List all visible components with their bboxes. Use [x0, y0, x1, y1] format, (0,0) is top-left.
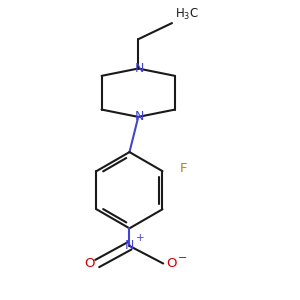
Text: +: + [136, 233, 145, 243]
Text: H$_3$C: H$_3$C [175, 7, 199, 22]
Text: O: O [84, 257, 94, 270]
Text: N: N [135, 62, 144, 75]
Text: −: − [178, 253, 187, 263]
Text: F: F [180, 162, 188, 175]
Text: N: N [135, 110, 144, 123]
Text: N: N [125, 239, 134, 252]
Text: O: O [166, 257, 177, 270]
